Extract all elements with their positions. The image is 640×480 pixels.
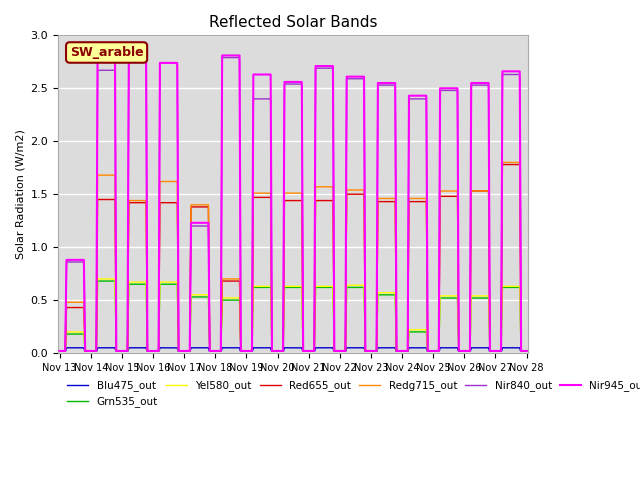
Blu475_out bbox=[234, 345, 242, 351]
Nir945_out bbox=[336, 348, 344, 354]
Grn535_out bbox=[336, 348, 344, 354]
Nir840_out bbox=[234, 55, 242, 60]
Redg715_out bbox=[440, 188, 447, 194]
Yel580_out bbox=[360, 282, 367, 288]
Red655_out bbox=[336, 348, 344, 354]
Nir945_out bbox=[56, 348, 63, 354]
Blu475_out bbox=[56, 348, 63, 354]
Title: Reflected Solar Bands: Reflected Solar Bands bbox=[209, 15, 378, 30]
Yel580_out bbox=[404, 341, 412, 347]
Red655_out bbox=[234, 278, 242, 284]
Yel580_out bbox=[94, 276, 102, 282]
Red655_out bbox=[56, 348, 63, 354]
Grn535_out bbox=[523, 348, 531, 354]
Blu475_out bbox=[523, 348, 531, 354]
Nir840_out bbox=[336, 348, 344, 354]
Grn535_out bbox=[404, 342, 412, 348]
Nir945_out bbox=[234, 53, 242, 59]
Yel580_out bbox=[523, 348, 531, 354]
Grn535_out bbox=[94, 278, 102, 284]
Red655_out bbox=[360, 192, 367, 197]
Nir840_out bbox=[218, 55, 226, 60]
Nir945_out bbox=[94, 43, 102, 49]
Redg715_out bbox=[56, 348, 63, 354]
Red655_out bbox=[141, 200, 148, 205]
Blu475_out bbox=[336, 348, 344, 354]
Line: Yel580_out: Yel580_out bbox=[60, 279, 527, 351]
Red655_out bbox=[523, 348, 531, 354]
Red655_out bbox=[440, 193, 447, 199]
Yel580_out bbox=[336, 348, 344, 354]
Blu475_out bbox=[440, 345, 447, 351]
Red655_out bbox=[404, 304, 412, 310]
Redg715_out bbox=[523, 348, 531, 354]
Blu475_out bbox=[360, 345, 367, 351]
Blu475_out bbox=[404, 348, 412, 354]
Redg715_out bbox=[499, 159, 506, 165]
Nir840_out bbox=[141, 57, 148, 62]
Nir945_out bbox=[360, 74, 367, 80]
Nir945_out bbox=[141, 55, 148, 60]
Redg715_out bbox=[404, 303, 412, 309]
Nir945_out bbox=[404, 252, 412, 258]
Text: SW_arable: SW_arable bbox=[70, 46, 143, 59]
Line: Redg715_out: Redg715_out bbox=[60, 162, 527, 351]
Redg715_out bbox=[234, 276, 242, 282]
Nir840_out bbox=[360, 76, 367, 82]
Grn535_out bbox=[234, 297, 242, 303]
Line: Nir945_out: Nir945_out bbox=[60, 46, 527, 351]
Nir840_out bbox=[404, 253, 412, 259]
Redg715_out bbox=[141, 198, 148, 204]
Redg715_out bbox=[360, 187, 367, 193]
Nir945_out bbox=[440, 85, 447, 91]
Blu475_out bbox=[63, 345, 70, 351]
Nir840_out bbox=[440, 87, 447, 93]
Grn535_out bbox=[141, 281, 148, 287]
Redg715_out bbox=[336, 348, 344, 354]
Blu475_out bbox=[141, 345, 148, 351]
Nir840_out bbox=[523, 348, 531, 354]
Nir840_out bbox=[56, 348, 63, 354]
Line: Nir840_out: Nir840_out bbox=[60, 58, 527, 351]
Yel580_out bbox=[440, 293, 447, 299]
Grn535_out bbox=[360, 285, 367, 290]
Y-axis label: Solar Radiation (W/m2): Solar Radiation (W/m2) bbox=[15, 129, 25, 259]
Yel580_out bbox=[56, 348, 63, 354]
Nir945_out bbox=[523, 348, 531, 354]
Grn535_out bbox=[56, 348, 63, 354]
Line: Red655_out: Red655_out bbox=[60, 165, 527, 351]
Grn535_out bbox=[440, 295, 447, 301]
Yel580_out bbox=[141, 279, 148, 285]
Line: Blu475_out: Blu475_out bbox=[60, 348, 527, 351]
Yel580_out bbox=[234, 295, 242, 301]
Red655_out bbox=[499, 162, 506, 168]
Legend: Blu475_out, Grn535_out, Yel580_out, Red655_out, Redg715_out, Nir840_out, Nir945_: Blu475_out, Grn535_out, Yel580_out, Red6… bbox=[63, 376, 640, 411]
Line: Grn535_out: Grn535_out bbox=[60, 281, 527, 351]
